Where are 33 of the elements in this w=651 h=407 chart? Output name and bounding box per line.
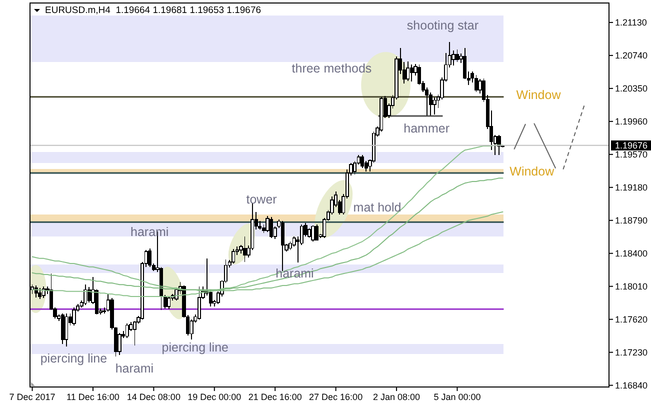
text: Window — [516, 88, 562, 102]
annotation: shooting star — [406, 18, 479, 32]
x-tick-label: 19 Dec 00:00 — [188, 392, 242, 402]
y-tick-label: 1.19570 — [615, 150, 648, 160]
x-tick-label: 2 Jan 08:00 — [373, 392, 420, 402]
x-tick-label: 27 Dec 16:00 — [309, 392, 363, 402]
text: Window — [510, 164, 556, 178]
annotation: harami — [130, 224, 169, 239]
y-tick-label: 1.16840 — [615, 380, 648, 390]
x-tick-label: 5 Jan 00:00 — [434, 392, 481, 402]
chart-title: EURUSD.m,H4 1.19664 1.19681 1.19653 1.19676 — [45, 5, 262, 16]
annotation: piercing line — [162, 340, 229, 354]
x-tick-label: 14 Dec 08:00 — [126, 392, 180, 402]
annotation: hammer — [404, 121, 450, 136]
y-tick-label: 1.17620 — [615, 314, 648, 324]
y-tick-label: 1.18400 — [615, 248, 648, 259]
annotation: tower — [246, 192, 277, 206]
y-tick-label: 1.17230 — [615, 347, 648, 358]
x-tick-label: 11 Dec 16:00 — [66, 392, 120, 402]
x-tick-label: 21 Dec 16:00 — [248, 392, 302, 402]
y-tick-label: 1.19960 — [615, 116, 648, 127]
y-tick-label: 1.19180 — [615, 182, 648, 193]
annotation: piercing line — [40, 351, 108, 366]
annotation: mat hold — [353, 200, 402, 214]
y-tick-label: 1.20350 — [615, 84, 648, 94]
annotation: harami — [115, 361, 154, 376]
y-tick-label: 1.21130 — [615, 18, 647, 28]
y-tick-label: 1.20740 — [615, 50, 648, 61]
ref-line-label: 1.19676 — [615, 140, 648, 151]
y-tick-label: 1.18010 — [615, 282, 648, 292]
annotation: three methods — [292, 61, 372, 76]
x-tick-label: 7 Dec 2017 — [9, 392, 56, 402]
y-tick-label: 1.18790 — [615, 216, 648, 226]
